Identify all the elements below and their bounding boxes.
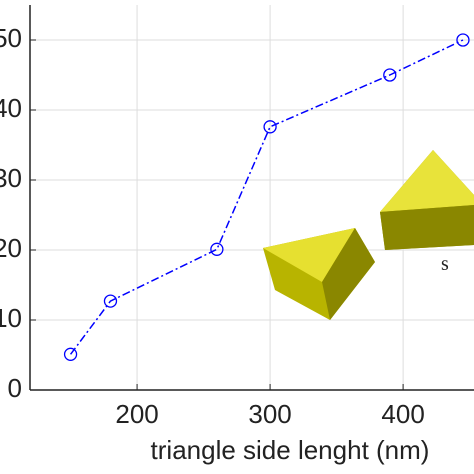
- x-tick-label: 200: [115, 399, 158, 429]
- prism-left-side: [322, 228, 375, 320]
- series-line: [69, 39, 464, 355]
- prisms: [263, 150, 474, 320]
- marker: [456, 33, 470, 47]
- y-tick-label: 0: [8, 373, 22, 403]
- marker: [263, 120, 277, 134]
- annotation: s: [441, 253, 449, 275]
- marker: [103, 294, 118, 308]
- y-tick-label: 20: [0, 233, 22, 263]
- x-tick-label: 300: [248, 399, 291, 429]
- marker: [383, 68, 397, 82]
- marker: [210, 242, 224, 256]
- prism-left-top: [263, 228, 355, 282]
- marker: [63, 347, 78, 361]
- y-tick-label: 30: [0, 163, 22, 193]
- prism-right-top: [380, 150, 474, 212]
- axes: 0 10 20 30 40 50 200 300 400: [0, 5, 474, 429]
- x-axis-label: triangle side lenght (nm): [151, 435, 430, 465]
- prism-right-side: [380, 205, 474, 250]
- y-tick-label: 10: [0, 303, 22, 333]
- y-tick-label: 40: [0, 93, 22, 123]
- x-tick-label: 400: [381, 399, 424, 429]
- y-tick-label: 50: [0, 23, 22, 53]
